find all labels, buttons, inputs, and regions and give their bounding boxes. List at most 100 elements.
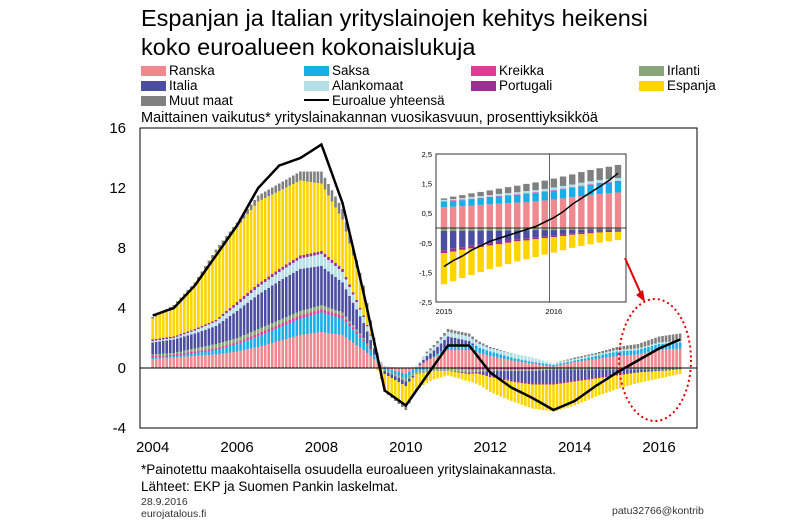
bar-alankomaat — [464, 335, 467, 341]
bar-espanja — [401, 384, 404, 403]
bar-ranska — [292, 337, 295, 368]
bar-irlanti — [341, 312, 344, 316]
bar-espanja — [453, 372, 457, 378]
bar-ranska — [418, 365, 422, 368]
bar-portugali — [622, 373, 626, 375]
bar-espanja — [260, 199, 263, 282]
bar-irlanti — [267, 324, 270, 329]
bar-saksa — [211, 350, 214, 355]
x-tick-label: 2012 — [474, 439, 507, 456]
bar-ranska — [256, 347, 260, 368]
bar-saksa — [552, 365, 555, 367]
bar-alankomaat — [485, 347, 489, 351]
bar-portugali — [193, 329, 197, 331]
bar-italia — [408, 378, 411, 382]
bar-ranska — [506, 359, 510, 368]
bar-italia — [425, 356, 429, 361]
bar-italia — [555, 369, 559, 383]
bar-kreikka — [221, 346, 225, 348]
legend-swatch — [304, 66, 329, 76]
inset-bar-irlanti — [605, 228, 613, 230]
bar-ranska — [320, 332, 323, 368]
bar-irlanti — [344, 316, 348, 320]
bar-italia — [411, 376, 415, 378]
bar-irlanti — [393, 374, 397, 377]
bar-portugali — [337, 266, 341, 269]
bar-espanja — [636, 372, 640, 383]
bar-kreikka — [309, 312, 313, 316]
bar-ranska — [228, 352, 232, 368]
bar-irlanti — [313, 307, 316, 312]
bar-espanja — [601, 377, 605, 394]
bar-italia — [151, 342, 154, 355]
bar-alankomaat — [664, 342, 668, 344]
bar-portugali — [615, 374, 619, 376]
bar-italia — [158, 341, 161, 354]
bar-portugali — [225, 311, 228, 314]
bar-irlanti — [562, 368, 566, 370]
inset-bar-espanja — [569, 234, 576, 248]
bar-portugali — [214, 320, 218, 322]
legend-swatch — [141, 66, 166, 76]
y-tick-label: 0 — [118, 360, 126, 377]
bar-espanja — [288, 185, 292, 263]
bar-saksa — [295, 320, 299, 336]
bar-espanja — [415, 374, 418, 389]
inset-bar-saksa — [486, 197, 493, 205]
chart-subtitle: Maittainen vaikutus* yrityslainakannan v… — [141, 110, 598, 126]
bar-muut-maat — [225, 236, 228, 240]
bar-espanja — [344, 231, 348, 277]
bar-italia — [348, 296, 351, 321]
bar-portugali — [218, 317, 221, 319]
inset-bar-italia — [587, 229, 594, 232]
bar-alankomaat — [288, 265, 292, 275]
bar-espanja — [576, 381, 580, 404]
bar-espanja — [323, 189, 327, 254]
bar-espanja — [183, 296, 186, 333]
x-tick-label: 2006 — [220, 439, 253, 456]
inset-bar-ranska — [559, 198, 567, 228]
bar-saksa — [464, 344, 467, 350]
bar-espanja — [548, 384, 552, 411]
bar-alankomaat — [626, 349, 629, 351]
inset-y-tick-label: 0,5 — [422, 209, 432, 218]
bar-irlanti — [629, 368, 633, 370]
bar-saksa — [270, 330, 274, 343]
bar-italia — [457, 338, 460, 345]
bar-muut-maat — [288, 177, 292, 186]
bar-kreikka — [369, 349, 372, 351]
bar-muut-maat — [253, 200, 256, 206]
bar-espanja — [555, 384, 559, 411]
bar-kreikka — [193, 351, 197, 353]
bar-muut-maat — [457, 331, 460, 335]
bar-italia — [661, 369, 664, 371]
bar-alankomaat — [436, 343, 439, 347]
bar-ranska — [573, 362, 576, 368]
bar-irlanti — [668, 368, 671, 370]
bar-irlanti — [481, 369, 485, 372]
bar-ranska — [604, 357, 608, 368]
bar-alankomaat — [460, 335, 464, 340]
bar-ranska — [531, 363, 534, 368]
inset-bar-espanja — [614, 231, 622, 241]
bar-alankomaat — [239, 302, 242, 309]
inset-bar-espanja — [514, 241, 521, 262]
bar-espanja — [541, 384, 545, 410]
bar-espanja — [429, 371, 432, 381]
bar-ranska — [334, 334, 337, 368]
bar-espanja — [358, 279, 362, 308]
bar-kreikka — [520, 368, 524, 370]
bar-ranska — [601, 358, 605, 368]
bar-irlanti — [664, 368, 668, 370]
bar-kreikka — [362, 339, 365, 341]
bar-ranska — [267, 344, 270, 368]
bar-irlanti — [457, 368, 460, 372]
bar-saksa — [386, 369, 390, 371]
bar-kreikka — [527, 368, 531, 370]
inset-bar-espanja — [587, 233, 594, 245]
bar-espanja — [376, 368, 380, 371]
bar-portugali — [334, 263, 337, 266]
inset-bar-kreikka — [468, 198, 475, 200]
bar-irlanti — [569, 368, 573, 370]
bar-portugali — [527, 382, 531, 384]
